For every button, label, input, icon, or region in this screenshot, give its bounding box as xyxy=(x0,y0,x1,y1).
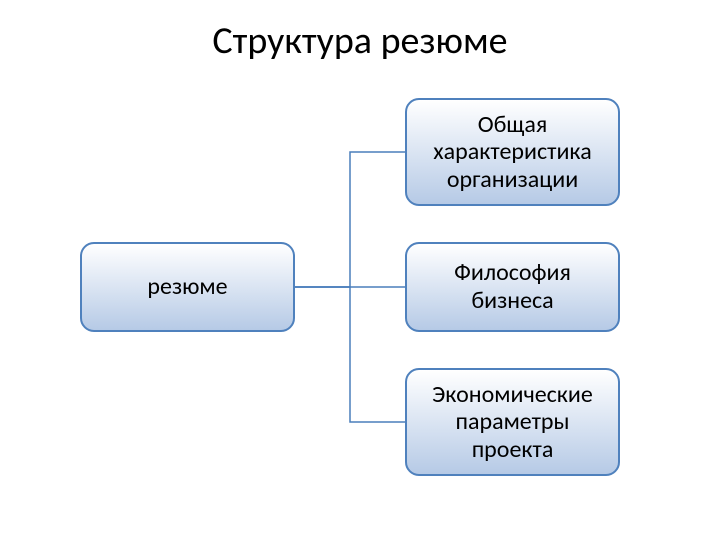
diagram-node-n1: Общая характеристика организации xyxy=(405,98,620,206)
diagram-node-n2: Философия бизнеса xyxy=(405,242,620,332)
slide: Структура резюме резюме Общая характерист… xyxy=(0,0,720,540)
connector-line xyxy=(295,152,405,287)
diagram-node-label: Общая характеристика организации xyxy=(415,111,610,194)
diagram-node-label: Философия бизнеса xyxy=(415,259,610,314)
diagram-node-root: резюме xyxy=(80,242,295,332)
diagram-node-n3: Экономические параметры проекта xyxy=(405,368,620,476)
slide-title: Структура резюме xyxy=(0,18,720,64)
connector-line xyxy=(295,287,405,422)
diagram-node-label: Экономические параметры проекта xyxy=(415,381,610,464)
diagram-node-label: резюме xyxy=(147,273,227,301)
